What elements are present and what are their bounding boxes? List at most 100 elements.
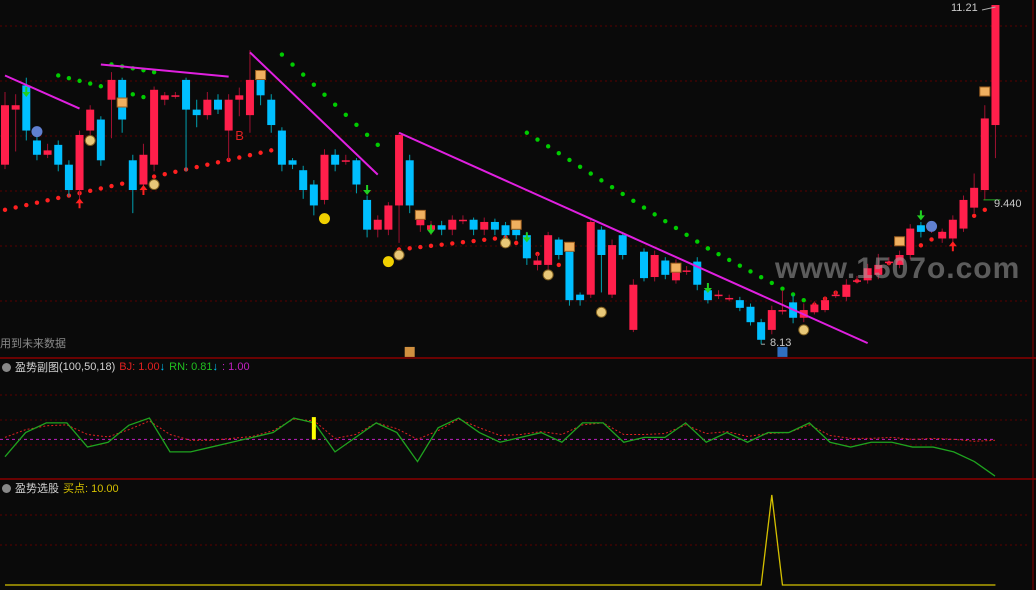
candle-up	[245, 79, 254, 116]
candle-up	[395, 134, 404, 206]
resistance-dot	[588, 171, 593, 176]
resistance-dot	[88, 81, 93, 86]
level-value: : 1.00	[222, 361, 250, 373]
candle-up	[842, 284, 851, 297]
signboard-icon	[563, 241, 575, 252]
signboard-icon	[510, 219, 522, 230]
candle-down	[757, 322, 766, 340]
down-arrow-icon	[22, 87, 31, 98]
money-bag-icon	[84, 134, 96, 146]
candle-up	[831, 294, 840, 297]
candle-up	[544, 235, 553, 265]
resistance-dot	[790, 292, 796, 297]
main-oscillator-line	[4, 417, 996, 477]
candle-up	[235, 95, 244, 100]
candle-up	[416, 215, 425, 226]
collapse-icon[interactable]	[2, 362, 11, 372]
up-arrow-icon	[948, 241, 957, 252]
candle-down	[288, 160, 297, 165]
down-arrow-icon: ↓	[212, 361, 219, 373]
support-dot	[34, 200, 40, 205]
candle-up	[139, 154, 148, 185]
candle-up	[778, 310, 787, 312]
resistance-dot	[354, 122, 359, 127]
money-bag-icon	[500, 237, 512, 249]
resistance-dot	[343, 112, 348, 117]
resistance-dot	[780, 286, 785, 291]
sad-face-icon	[926, 220, 938, 232]
support-dot	[13, 205, 18, 210]
bj-value: BJ: 1.00	[119, 361, 160, 373]
support-dot	[98, 186, 104, 191]
watermark: www.1507o.com	[775, 252, 1021, 285]
candle-down	[618, 235, 627, 255]
resistance-dot	[98, 84, 104, 89]
candle-up	[448, 219, 457, 230]
high-price-label: 11.21	[951, 2, 978, 14]
sub2-title: 盈势选股	[15, 483, 59, 495]
signboard-icon	[255, 69, 267, 80]
resistance-dot	[556, 150, 561, 156]
resistance-dot	[151, 69, 157, 75]
candle-up	[75, 134, 84, 191]
candle-up	[725, 297, 734, 300]
candle-up	[906, 228, 915, 255]
support-dot	[556, 262, 561, 268]
down-arrow-icon	[363, 185, 372, 196]
signboard-icon	[414, 209, 426, 220]
support-dot	[269, 148, 274, 153]
down-arrow-icon	[427, 224, 435, 235]
candle-up	[629, 284, 638, 330]
ref-line	[4, 418, 996, 442]
candle-up	[171, 95, 180, 97]
resistance-dot	[301, 72, 306, 77]
resistance-dot	[758, 274, 764, 280]
signboard-icon	[670, 262, 682, 273]
resistance-dot	[631, 198, 636, 203]
resistance-dot	[311, 82, 317, 87]
candle-down	[703, 290, 712, 301]
resistance-dot	[705, 246, 711, 251]
collapse-icon[interactable]	[2, 483, 11, 493]
up-arrow-icon	[139, 185, 148, 196]
resistance-dot	[801, 297, 806, 303]
support-dot	[215, 160, 221, 165]
candle-up	[714, 294, 723, 297]
support-dot	[151, 174, 157, 179]
resistance-dot	[641, 205, 647, 210]
trend-line	[398, 131, 869, 345]
resistance-dot	[609, 184, 615, 190]
support-dot	[258, 150, 263, 155]
resistance-dot	[56, 73, 61, 78]
high-pointer	[981, 6, 996, 11]
buy-signal-line	[5, 494, 996, 586]
candle-down	[693, 261, 702, 285]
candle-up	[980, 118, 989, 191]
candle-up	[373, 219, 382, 230]
signboard-icon	[979, 86, 991, 97]
b-signal-label: B	[235, 128, 244, 143]
candle-up	[203, 99, 212, 116]
support-dot	[24, 202, 29, 208]
signal-bar	[311, 417, 316, 440]
candle-up	[863, 268, 872, 281]
candle-up	[821, 300, 830, 311]
candle-down	[661, 260, 670, 275]
support-dot	[205, 162, 210, 167]
resistance-dot	[567, 157, 572, 163]
candle-up	[959, 199, 968, 229]
candle-down	[192, 109, 201, 116]
sad-face-icon	[31, 126, 43, 138]
candle-up	[107, 79, 116, 100]
candle-up	[948, 219, 957, 239]
resistance-dot	[769, 280, 774, 286]
support-dot	[109, 183, 114, 189]
support-dot	[247, 152, 253, 158]
candle-up	[341, 160, 350, 162]
candle-down	[597, 229, 606, 255]
resistance-dot	[716, 251, 721, 257]
smiley-icon	[382, 256, 394, 268]
candle-down	[352, 160, 361, 185]
candle-down	[64, 164, 73, 191]
